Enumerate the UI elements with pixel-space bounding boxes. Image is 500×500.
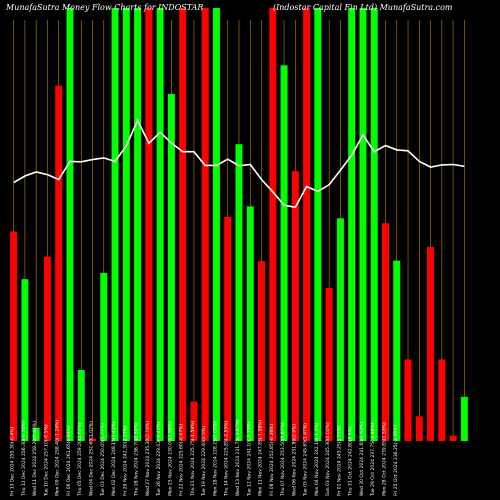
x-tick-label: Mon 18 Nov 2024 228.25(1.07%) — [212, 421, 218, 496]
bar — [314, 7, 322, 442]
bar — [66, 7, 74, 442]
x-tick-label: Fri 06 Dec 2024 261.65(0.94%) — [66, 425, 72, 496]
x-tick-label: Wed 04 Dec 2024 252.60(1.02%) — [89, 421, 95, 496]
x-tick-label: Fri 13 Dec 2024 255.30(-0.4%) — [10, 426, 16, 496]
x-tick-label: Thu 31 Oct 2024 242.80(0.5%) — [348, 426, 354, 497]
x-tick-label: Fri 22 Nov 2024 225.60(-0.07%) — [179, 424, 185, 496]
chart-title: MunafaSutra Money Flow Charts for INDOST… — [5, 3, 203, 12]
bar — [246, 206, 254, 441]
x-tick-label: Tue 26 Nov 2024 229.03(-0.42%) — [156, 421, 162, 497]
x-tick-label: Thu 21 Nov 2024 225.75(-1.59%) — [190, 420, 196, 497]
x-tick-label: Wed 30 Oct 2024 241.60(1.62%) — [359, 422, 365, 496]
x-tick-label: Tue 19 Nov 2024 229.40(0.5%) — [201, 426, 207, 497]
bar — [179, 7, 187, 442]
bar — [381, 223, 389, 441]
x-tick-label: Wed 11 Dec 2024 258.20(0.43%) — [32, 421, 38, 496]
bar — [370, 7, 378, 442]
bar — [404, 359, 412, 441]
bar — [438, 359, 446, 441]
x-tick-label: Tue 10 Dec 2024 257.10(-0.5%) — [43, 424, 49, 497]
x-tick-label: Wed 27 Nov 2024 235.30(2.74%) — [145, 421, 151, 496]
x-tick-label: Mon 09 Dec 2024 258.40(-1.24%) — [55, 419, 61, 496]
bar — [212, 7, 220, 442]
x-tick-label: Thu 12 Dec 2024 256.30(-0.74%) — [21, 421, 27, 497]
x-tick-label: Mon 02 Dec 2024 248.15(2.41%) — [111, 421, 117, 496]
bar — [460, 396, 468, 441]
bar — [89, 438, 97, 441]
x-tick-label: Tue 12 Nov 2024 241.10(-2.73%) — [246, 421, 252, 497]
bar — [55, 85, 63, 441]
x-tick-label: Wed 13 Nov 2024 231.75(-3.87%) — [235, 419, 241, 496]
bar — [280, 65, 288, 441]
x-tick-label: Tue 03 Dec 2024 250.05(0.77%) — [100, 423, 106, 497]
bar — [77, 369, 85, 441]
bar — [336, 218, 344, 441]
x-tick-label: Mon 04 Nov 2024 242.10(-1.3%) — [314, 422, 320, 496]
bar — [145, 7, 153, 442]
bar — [156, 7, 164, 442]
x-tick-label: Mon 25 Nov 2024 230.00(1.95%) — [167, 421, 173, 496]
x-tick-label: Thu 14 Nov 2024 225.85(-2.55%) — [224, 420, 230, 497]
x-tick-label: Fri 25 Oct 2024 236.25(-2.45%) — [393, 425, 399, 496]
bar — [167, 93, 175, 442]
x-tick-label: Mon 11 Nov 2024 247.85(-1.98%) — [258, 419, 264, 496]
bar — [291, 171, 299, 441]
bar — [32, 427, 40, 441]
x-tick-label: Thu 07 Nov 2024 253.50(0.67%) — [280, 422, 286, 497]
bar — [415, 416, 423, 441]
x-tick-label: Fri 01 Nov 2024 245.25(1.01%) — [336, 425, 342, 496]
bars — [10, 7, 468, 442]
bar — [303, 7, 311, 442]
x-tick-label: Wed 06 Nov 2024 251.80(2.5%) — [291, 424, 297, 496]
chart-subtitle: (Indostar Capital Fin Ltd) MunafaSutra.c… — [273, 3, 453, 12]
x-tick-label: Mon 28 Oct 2024 239.85(1.53%) — [381, 422, 387, 496]
bar — [10, 231, 18, 441]
bar — [111, 7, 119, 442]
x-tick-label: Thu 28 Nov 2024 236.70(0.59%) — [134, 422, 140, 497]
bar — [201, 7, 209, 442]
bar — [325, 287, 333, 441]
x-tick-label: Tue 05 Nov 2024 245.65(1.47%) — [303, 423, 309, 497]
x-tick-label: Sun 03 Nov 2024 245.30(0.02%) — [325, 422, 331, 496]
bar — [348, 7, 356, 442]
x-tick-label: Tue 29 Oct 2024 237.75(-0.88%) — [370, 422, 376, 497]
bar — [134, 7, 142, 442]
bar — [21, 279, 29, 441]
x-tick-labels: Fri 13 Dec 2024 255.30(-0.4%) Thu 12 Dec … — [10, 419, 399, 497]
bar — [100, 272, 108, 441]
x-tick-label: Fri 08 Nov 2024 252.85(-0.26%) — [269, 424, 275, 496]
bar — [449, 435, 457, 441]
bar — [427, 246, 435, 441]
bar — [393, 260, 401, 441]
bar — [190, 401, 198, 441]
bar — [224, 216, 232, 441]
bar — [269, 7, 277, 442]
bar — [43, 256, 51, 441]
bar — [235, 144, 243, 441]
bar — [122, 7, 130, 442]
bar — [359, 7, 367, 442]
x-tick-label: Fri 29 Nov 2024 242.30(2.37%) — [122, 425, 128, 496]
bar — [258, 261, 266, 441]
money-flow-line — [13, 118, 465, 209]
x-tick-label: Thu 05 Dec 2024 259.20(2.62%) — [77, 422, 83, 497]
